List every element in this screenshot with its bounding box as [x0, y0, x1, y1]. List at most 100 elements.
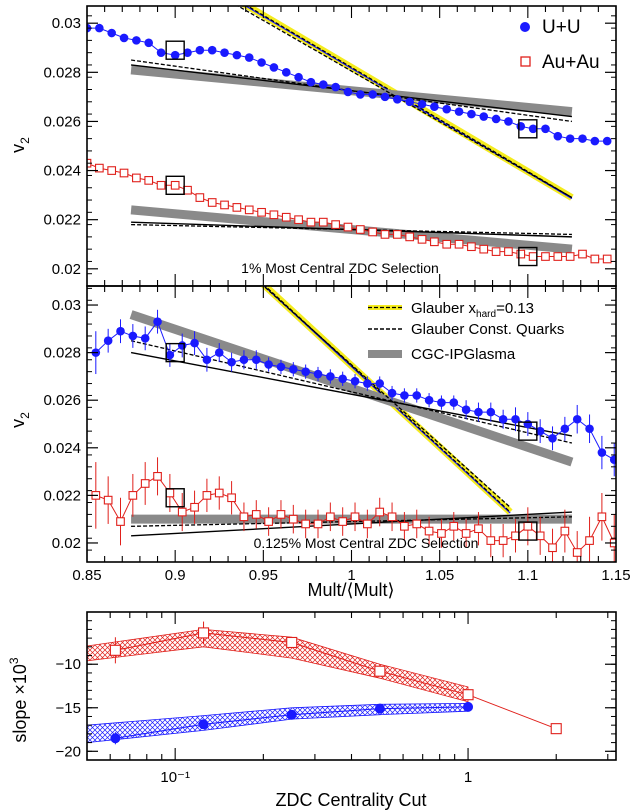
data-point-uu: [110, 733, 121, 744]
data-point-auau: [541, 252, 550, 261]
data-point-uu: [318, 80, 328, 89]
data-point-uu: [491, 114, 501, 124]
data-point-auau: [405, 232, 415, 242]
series-line-uu: [87, 27, 608, 142]
data-point-auau: [119, 168, 129, 178]
y-tick-label: 0.028: [43, 64, 81, 81]
data-point-uu: [590, 136, 600, 146]
plot-frame: [86, 611, 617, 761]
data-point-uu: [350, 376, 360, 386]
data-point-uu: [214, 348, 224, 357]
data-point-auau: [474, 524, 483, 534]
data-point-auau: [392, 230, 402, 239]
data-point-uu: [132, 36, 141, 45]
data-point-auau: [553, 252, 563, 261]
data-point-uu: [578, 134, 587, 143]
y-tick-label: −10: [56, 656, 81, 673]
data-point-uu: [380, 92, 390, 102]
y-tick-label: −15: [56, 700, 81, 717]
data-point-uu: [560, 424, 570, 434]
data-point-auau: [269, 210, 279, 220]
data-point-auau: [331, 220, 340, 229]
data-point-auau: [498, 536, 508, 545]
data-point-uu: [363, 379, 372, 388]
data-point-auau: [239, 512, 249, 522]
y-tick-label: 0.024: [43, 163, 81, 180]
data-point-uu: [232, 50, 242, 60]
data-point-uu: [331, 82, 340, 92]
data-point-auau: [430, 237, 439, 247]
data-point-uu: [301, 367, 310, 376]
x-tick-label: 1: [347, 567, 355, 584]
legend-auau-label: Au+Au: [542, 52, 600, 73]
data-point-uu: [294, 72, 303, 82]
data-point-uu: [553, 131, 563, 141]
data-point-uu: [498, 414, 508, 424]
data-point-uu: [289, 364, 298, 374]
x-tick-label: 0.9: [165, 567, 186, 584]
data-point-auau: [461, 529, 471, 538]
data-point-uu: [602, 136, 612, 146]
data-point-uu: [264, 360, 273, 369]
legend-uu-label: U+U: [542, 17, 581, 38]
data-point-uu: [198, 719, 209, 730]
data-point-auau: [572, 548, 582, 557]
data-point-uu: [251, 355, 261, 365]
data-point-auau: [109, 644, 121, 656]
data-point-auau: [343, 222, 353, 232]
data-point-auau: [103, 495, 113, 505]
data-point-auau: [590, 254, 600, 264]
data-point-auau: [387, 512, 397, 522]
legend-glauber-xhard-swatch: [368, 305, 402, 310]
y-tick-label: 0.026: [43, 113, 81, 130]
data-point-uu: [156, 48, 166, 57]
data-point-uu: [467, 109, 476, 119]
data-point-auau: [560, 526, 570, 536]
systematic-box: [518, 421, 538, 441]
data-point-auau: [479, 244, 489, 254]
data-point-uu: [116, 326, 125, 336]
data-point-auau: [454, 239, 464, 249]
x-tick-label: 1: [464, 769, 472, 786]
data-point-uu: [585, 424, 594, 434]
legend-uu-marker: [520, 22, 530, 32]
data-point-uu: [119, 33, 129, 43]
data-point-uu: [572, 414, 582, 424]
data-point-uu: [548, 433, 557, 443]
y-tick-label: 0.02: [52, 261, 81, 278]
data-point-uu: [463, 701, 474, 712]
systematic-box: [518, 521, 538, 541]
data-point-uu: [504, 117, 513, 126]
data-point-uu: [165, 350, 175, 360]
band-auau: [87, 628, 469, 703]
data-point-uu: [183, 48, 192, 57]
data-point-auau: [462, 689, 474, 701]
data-point-auau: [251, 510, 261, 519]
legend-glauber-xhard-label: Glauber xhard=0.13: [411, 300, 534, 320]
data-point-uu: [535, 426, 545, 436]
x-tick-label: 1.15: [601, 567, 630, 584]
data-point-uu: [609, 455, 616, 464]
data-point-uu: [565, 134, 575, 143]
data-point-auau: [156, 180, 166, 190]
data-point-auau: [227, 493, 236, 503]
data-point-auau: [578, 249, 587, 259]
x-tick-label: 0.95: [249, 567, 278, 584]
data-point-auau: [523, 521, 533, 531]
data-point-uu: [95, 23, 104, 33]
data-point-uu: [286, 709, 297, 720]
data-point-auau: [375, 507, 385, 517]
panel-top: 0.02 0.022 0.024 0.026 0.028 0.03: [43, 5, 617, 287]
data-point-auau: [313, 519, 323, 529]
data-point-auau: [350, 512, 360, 522]
data-point-auau: [374, 665, 386, 677]
data-point-uu: [276, 362, 286, 372]
data-point-auau: [94, 163, 104, 173]
legend-middle: Glauber xhard=0.13 Glauber Const. Quarks…: [368, 300, 564, 363]
data-point-auau: [288, 514, 298, 524]
model-glauber-xhard-line: [130, 351, 573, 437]
model-glauber-xhard-line: [246, 6, 573, 199]
legend-glauber-cq-label: Glauber Const. Quarks: [411, 321, 564, 338]
y-tick-label: 0.03: [52, 297, 81, 314]
data-point-auau: [116, 517, 125, 526]
